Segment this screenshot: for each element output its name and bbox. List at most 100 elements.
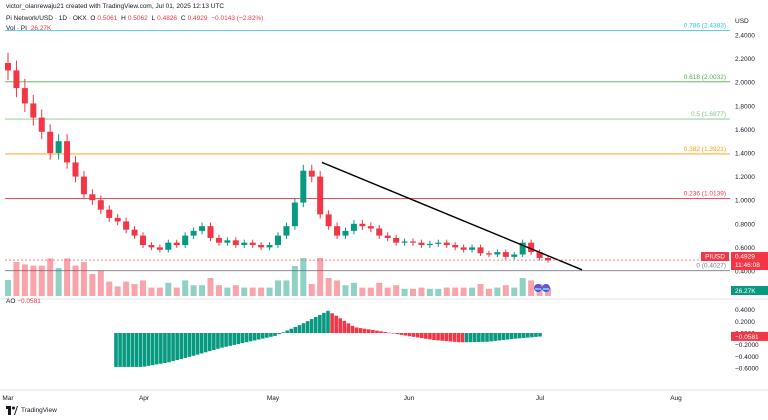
footer-brand-label: TradingView: [21, 407, 57, 414]
candle-body[interactable]: [165, 242, 172, 250]
candle-body[interactable]: [131, 229, 138, 236]
candle-body[interactable]: [452, 245, 459, 248]
candle-body[interactable]: [182, 235, 189, 246]
candle-body[interactable]: [410, 241, 416, 243]
candle-body[interactable]: [47, 131, 54, 153]
candle-body[interactable]: [528, 242, 535, 253]
candle-body[interactable]: [64, 141, 71, 163]
candle-body[interactable]: [13, 70, 20, 89]
ao-bar: [207, 333, 212, 352]
candle-body[interactable]: [97, 200, 104, 210]
candle-body[interactable]: [80, 176, 87, 195]
candle-body[interactable]: [477, 247, 484, 254]
candle-body[interactable]: [435, 242, 442, 244]
candle-body[interactable]: [148, 245, 155, 248]
candle-body[interactable]: [502, 252, 509, 257]
candle-body[interactable]: [258, 245, 265, 248]
candle-body[interactable]: [215, 237, 222, 243]
candle-body[interactable]: [443, 242, 450, 246]
candle-body[interactable]: [393, 237, 400, 243]
ao-bar: [252, 333, 257, 341]
trend-line[interactable]: [321, 161, 583, 271]
ao-bar: [187, 333, 192, 357]
candle-body[interactable]: [5, 62, 11, 71]
candle-body[interactable]: [469, 247, 476, 250]
candle-body[interactable]: [494, 252, 501, 255]
ao-bar: [122, 333, 126, 367]
price-tag: [731, 252, 768, 271]
candle-body[interactable]: [519, 242, 526, 255]
candle-body[interactable]: [275, 235, 281, 246]
ao-bar: [342, 320, 347, 333]
volume-bar: [350, 282, 357, 296]
flag-event-icon[interactable]: [542, 284, 550, 292]
candle-body[interactable]: [207, 226, 214, 238]
ao-bar: [362, 328, 367, 333]
candle-body[interactable]: [384, 235, 391, 238]
candle-body[interactable]: [123, 221, 130, 230]
candle-body[interactable]: [367, 226, 374, 229]
price-tag-value: 0.4929: [735, 254, 755, 261]
candle-body[interactable]: [38, 117, 45, 132]
candle-body[interactable]: [199, 226, 206, 231]
fib-level-label: 0.618 (2.0032): [684, 74, 726, 81]
ao-tick-label: 0.2000: [735, 319, 755, 326]
symbol-name[interactable]: Pi Network/USD · 1D · OKX: [6, 15, 87, 22]
candle-body[interactable]: [334, 226, 341, 236]
candle-body[interactable]: [72, 162, 79, 177]
ao-bar: [330, 313, 334, 333]
candle-body[interactable]: [156, 247, 163, 250]
ao-bar: [146, 333, 151, 366]
candle-body[interactable]: [140, 235, 146, 246]
candle-body[interactable]: [325, 214, 332, 227]
volume-tag: [731, 286, 768, 295]
volume-bar: [342, 285, 349, 296]
candle-body[interactable]: [308, 170, 315, 177]
candle-body[interactable]: [300, 170, 307, 203]
candle-body[interactable]: [241, 242, 248, 246]
candle-body[interactable]: [291, 202, 298, 227]
candle-body[interactable]: [55, 141, 62, 153]
candle-body[interactable]: [283, 226, 290, 236]
candle-body[interactable]: [224, 240, 231, 243]
candle-body[interactable]: [418, 242, 425, 246]
currency-label: USD: [735, 18, 749, 25]
volume-bar: [241, 287, 248, 296]
candle-body[interactable]: [426, 243, 433, 246]
countdown-label: 11:46:08: [735, 262, 760, 269]
candle-body[interactable]: [511, 254, 518, 257]
candle-body[interactable]: [114, 217, 121, 222]
candle-body[interactable]: [232, 240, 239, 246]
candle-body[interactable]: [317, 176, 324, 215]
candle-body[interactable]: [401, 241, 408, 243]
volume-legend[interactable]: Vol · PI 26.27K: [6, 25, 53, 32]
flag-event-icon[interactable]: [534, 284, 542, 292]
ao-bar: [509, 333, 514, 340]
footer-brand[interactable]: TradingView: [6, 406, 57, 415]
candle-body[interactable]: [173, 242, 180, 246]
candle-body[interactable]: [359, 223, 366, 227]
volume-bar: [165, 282, 172, 296]
candle-body[interactable]: [460, 247, 467, 250]
candle-body[interactable]: [249, 242, 256, 246]
candle-body[interactable]: [21, 88, 28, 104]
candle-body[interactable]: [106, 209, 113, 218]
candle-body[interactable]: [190, 230, 197, 236]
volume-bar: [72, 265, 79, 296]
ao-bar: [142, 333, 147, 367]
ao-bar: [485, 333, 489, 342]
candle-body[interactable]: [536, 252, 543, 259]
candle-body[interactable]: [30, 103, 37, 118]
volume-bar: [528, 280, 535, 296]
candle-body[interactable]: [376, 228, 383, 236]
candle-body[interactable]: [266, 245, 273, 248]
candle-body[interactable]: [485, 253, 492, 255]
candle-body[interactable]: [545, 258, 551, 261]
candle-body[interactable]: [89, 194, 96, 201]
symbol-legend[interactable]: Pi Network/USD · 1D · OKX O 0.5061 H 0.506…: [6, 15, 265, 22]
candle-body[interactable]: [350, 223, 357, 231]
candle-body[interactable]: [342, 230, 349, 236]
ao-legend[interactable]: AO −0.0581: [6, 298, 41, 305]
